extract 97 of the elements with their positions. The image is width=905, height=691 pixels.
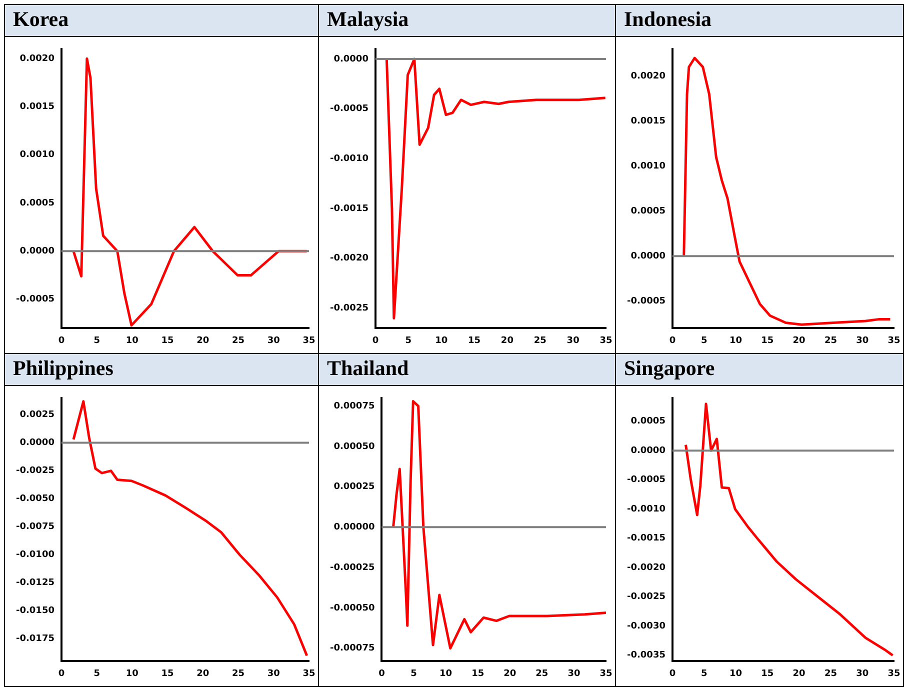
x-tick-label: 30 bbox=[267, 668, 280, 679]
x-tick-label: 0 bbox=[378, 668, 385, 679]
x-tick-label: 10 bbox=[435, 336, 448, 346]
x-tick-label: 5 bbox=[94, 668, 100, 679]
y-tick-label: -0.0005 bbox=[16, 294, 54, 305]
x-tick-label: 5 bbox=[94, 336, 100, 346]
x-tick-label: 35 bbox=[888, 336, 900, 346]
x-tick-label: 15 bbox=[761, 668, 774, 679]
y-tick-label: -0.0175 bbox=[16, 634, 54, 644]
x-tick-label: 20 bbox=[196, 668, 210, 679]
y-tick-label: -0.0030 bbox=[626, 621, 666, 632]
x-tick-label: 15 bbox=[468, 336, 481, 346]
y-tick-label: -0.0025 bbox=[330, 304, 368, 314]
x-tick-label: 20 bbox=[196, 336, 210, 346]
x-tick-label: 15 bbox=[161, 336, 174, 346]
y-tick-label: -0.0015 bbox=[330, 204, 368, 214]
x-tick-label: 10 bbox=[126, 336, 138, 346]
x-tick-label: 0 bbox=[58, 336, 65, 346]
x-tick-label: 0 bbox=[372, 336, 379, 346]
x-tick-label: 10 bbox=[126, 668, 138, 679]
x-tick-label: 20 bbox=[792, 668, 806, 679]
y-tick-label: 0.0020 bbox=[630, 71, 666, 82]
y-tick-label: 0.0000 bbox=[334, 54, 368, 64]
chart-title: Malaysia bbox=[319, 5, 615, 37]
x-tick-label: 15 bbox=[472, 668, 484, 679]
y-tick-label: -0.0025 bbox=[626, 592, 666, 602]
x-tick-label: 25 bbox=[232, 668, 245, 679]
y-tick-label: -0.00075 bbox=[330, 644, 375, 654]
x-tick-label: 30 bbox=[267, 336, 280, 346]
x-tick-label: 30 bbox=[856, 668, 869, 679]
x-tick-label: 25 bbox=[824, 668, 837, 679]
x-tick-label: 5 bbox=[410, 668, 417, 679]
chart-title: Korea bbox=[5, 5, 318, 37]
x-tick-label: 25 bbox=[824, 336, 837, 346]
y-tick-label: -0.0005 bbox=[626, 475, 666, 486]
x-tick-label: 5 bbox=[405, 336, 412, 346]
x-tick-label: 25 bbox=[534, 336, 546, 346]
x-tick-label: 30 bbox=[568, 668, 580, 679]
y-tick-label: 0.0005 bbox=[20, 198, 54, 208]
y-tick-label: 0.0005 bbox=[630, 416, 666, 427]
x-tick-label: 0 bbox=[58, 668, 65, 679]
y-tick-label: 0.0000 bbox=[630, 251, 666, 262]
y-tick-label: -0.0020 bbox=[626, 562, 666, 573]
x-tick-label: 20 bbox=[792, 336, 806, 346]
y-tick-label: -0.0150 bbox=[16, 606, 54, 616]
y-tick-label: -0.0020 bbox=[330, 254, 368, 264]
chart-title: Thailand bbox=[319, 354, 615, 386]
y-tick-label: 0.0000 bbox=[20, 438, 54, 448]
x-tick-label: 30 bbox=[566, 336, 580, 346]
y-tick-label: 0.00000 bbox=[334, 522, 375, 533]
y-tick-label: 0.00075 bbox=[334, 401, 375, 412]
chart-title: Philippines bbox=[5, 354, 318, 386]
y-tick-label: -0.0075 bbox=[16, 522, 54, 532]
y-tick-label: -0.0025 bbox=[16, 466, 54, 476]
x-tick-label: 0 bbox=[669, 668, 676, 679]
y-tick-label: -0.0100 bbox=[16, 550, 54, 560]
x-tick-label: 10 bbox=[729, 336, 742, 346]
y-tick-label: 0.00025 bbox=[334, 482, 375, 492]
y-tick-label: 0.0025 bbox=[20, 410, 54, 420]
x-tick-label: 5 bbox=[700, 336, 708, 346]
x-tick-label: 15 bbox=[161, 668, 174, 679]
x-tick-label: 35 bbox=[888, 668, 900, 679]
x-tick-label: 5 bbox=[700, 668, 708, 679]
y-tick-label: -0.0005 bbox=[626, 296, 666, 307]
y-tick-label: 0.0000 bbox=[630, 446, 666, 456]
y-tick-label: -0.00025 bbox=[330, 562, 375, 573]
y-tick-label: -0.00050 bbox=[330, 603, 375, 614]
y-tick-label: 0.0000 bbox=[20, 246, 54, 257]
x-tick-label: 35 bbox=[302, 668, 316, 679]
y-tick-label: 0.0005 bbox=[630, 206, 666, 216]
y-tick-label: -0.0125 bbox=[16, 578, 54, 588]
y-tick-label: 0.0015 bbox=[20, 102, 54, 112]
x-tick-label: 20 bbox=[500, 336, 514, 346]
y-tick-label: 0.0020 bbox=[20, 54, 54, 64]
x-tick-label: 20 bbox=[504, 668, 516, 679]
x-tick-label: 0 bbox=[669, 336, 676, 346]
x-tick-label: 25 bbox=[232, 336, 245, 346]
x-tick-label: 35 bbox=[600, 668, 612, 679]
y-tick-label: -0.0015 bbox=[626, 534, 666, 544]
chart-title: Singapore bbox=[616, 354, 903, 386]
x-tick-label: 35 bbox=[600, 336, 612, 346]
y-tick-label: -0.0050 bbox=[16, 494, 54, 504]
x-tick-label: 35 bbox=[302, 336, 316, 346]
x-tick-label: 30 bbox=[856, 336, 869, 346]
y-tick-label: 0.00050 bbox=[334, 442, 375, 452]
x-tick-label: 10 bbox=[729, 668, 742, 679]
y-tick-label: 0.0015 bbox=[630, 116, 666, 126]
y-tick-label: 0.0010 bbox=[630, 161, 666, 172]
y-tick-label: -0.0010 bbox=[626, 504, 666, 514]
y-tick-label: -0.0010 bbox=[330, 154, 368, 164]
y-tick-label: -0.0005 bbox=[330, 104, 368, 114]
x-tick-label: 25 bbox=[536, 668, 548, 679]
chart-title: Indonesia bbox=[616, 5, 903, 37]
y-tick-label: -0.0035 bbox=[626, 650, 666, 661]
x-tick-label: 15 bbox=[761, 336, 774, 346]
y-tick-label: 0.0010 bbox=[20, 150, 54, 160]
x-tick-label: 10 bbox=[440, 668, 452, 679]
